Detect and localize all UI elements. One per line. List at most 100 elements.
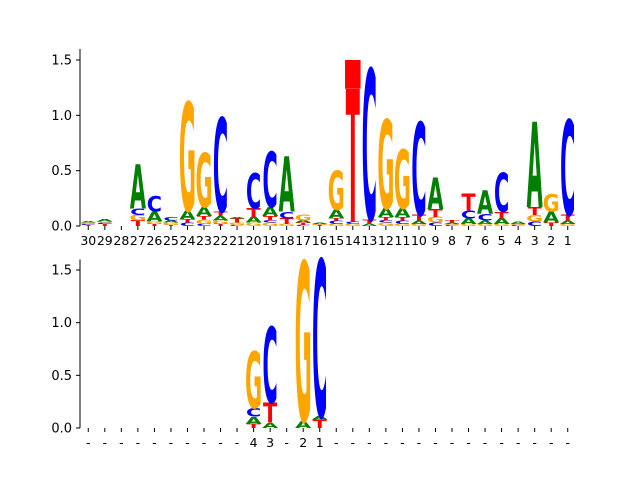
logo-letter-A: A — [146, 210, 163, 226]
x-tick-label: 15 — [328, 233, 344, 248]
logo-letter-G: G — [295, 219, 312, 472]
logo-letter-C: C — [296, 225, 311, 227]
y-tick-label: 1.5 — [51, 54, 72, 69]
logo-letter-A: A — [510, 221, 527, 224]
logo-letter-T: T — [263, 215, 278, 222]
logo-letter-A: A — [229, 217, 246, 219]
logo-letter-A: A — [246, 215, 263, 224]
x-tick-label: - — [152, 435, 157, 450]
logo-letter-T: T — [544, 222, 559, 227]
x-tick-label: 16 — [312, 233, 328, 248]
x-tick-label: - — [384, 435, 389, 450]
logo-letter-A: A — [163, 220, 180, 223]
logo-letter-G: G — [328, 161, 345, 223]
logo-letter-C: C — [461, 209, 476, 221]
logo-letter-C: C — [263, 306, 278, 428]
logo-letter-G: G — [510, 224, 527, 226]
logo-letter-C: C — [560, 95, 575, 247]
logo-letter-A: A — [312, 222, 329, 224]
logo-letter-T: T — [280, 217, 295, 226]
y-tick-label: 1.0 — [51, 109, 72, 124]
x-tick-label: 13 — [361, 233, 377, 248]
logo-letter-G: G — [80, 222, 97, 224]
logo-letter-T: T — [561, 213, 576, 222]
logo-letter-G: G — [559, 223, 576, 226]
y-tick-label: 0.0 — [51, 422, 72, 437]
logo-letter-A: A — [411, 220, 428, 225]
y-tick-label: 1.0 — [51, 316, 72, 331]
logo-letter-T: T — [528, 205, 543, 217]
logo-letter-C: C — [428, 222, 443, 227]
logo-letter-C: C — [345, 221, 360, 224]
logo-letter-T: T — [395, 216, 410, 221]
x-tick-label: 14 — [345, 233, 361, 248]
x-tick-label: 24 — [180, 233, 196, 248]
logo-letter-T: T — [329, 218, 344, 221]
logo-letter-G: G — [394, 134, 411, 227]
x-tick-label: 2 — [547, 233, 555, 248]
x-tick-label: - — [86, 435, 91, 450]
logo-letter-G: G — [162, 222, 179, 225]
x-tick-label: - — [136, 435, 141, 450]
logo-letter-T: T — [197, 215, 212, 220]
logo-letter-C: C — [494, 163, 509, 225]
x-tick-label: 26 — [146, 233, 162, 248]
logo-letter-T: T — [247, 423, 262, 430]
x-tick-label: 4 — [250, 435, 258, 450]
logo-letter-A: A — [196, 205, 213, 219]
logo-letter-G: G — [146, 221, 163, 224]
logo-letter-A: A — [394, 206, 411, 220]
logo-letter-A: A — [262, 422, 278, 430]
logo-block-T — [345, 60, 361, 89]
x-tick-label: 23 — [196, 233, 212, 248]
logo-letter-A: A — [312, 416, 329, 421]
x-tick-label: - — [417, 435, 422, 450]
logo-letter-A: A — [477, 185, 493, 222]
logo-letter-C: C — [263, 220, 278, 223]
logo-letter-G: G — [543, 190, 560, 218]
logo-letter-A: A — [378, 206, 395, 220]
logo-letter-C: C — [163, 216, 178, 221]
logo-letter-G: G — [443, 224, 460, 226]
logo-letter-C: C — [246, 163, 261, 220]
logo-letter-A: A — [130, 152, 146, 223]
logo-letter-T: T — [495, 210, 509, 221]
x-tick-label: 18 — [279, 233, 295, 248]
logo-letter-C: C — [263, 138, 278, 227]
logo-letter-C: C — [329, 220, 344, 225]
logo-letter-C: C — [147, 192, 162, 216]
logo-letter-G: G — [195, 138, 212, 225]
logo-letter-G: G — [245, 222, 262, 227]
logo-letter-T: T — [98, 223, 113, 226]
logo-letter-T: T — [313, 225, 327, 227]
logo-letter-A: A — [427, 170, 443, 221]
logo-letter-C: C — [527, 220, 542, 227]
logo-letter-T: T — [81, 225, 95, 227]
x-tick-label: 20 — [246, 233, 262, 248]
logo-letter-G: G — [344, 223, 361, 226]
logo-letter-T: T — [263, 397, 278, 430]
logo-letter-T: T — [147, 223, 162, 226]
x-tick-label: 30 — [80, 233, 96, 248]
x-tick-label: 3 — [531, 233, 539, 248]
logo-letter-G: G — [229, 222, 246, 225]
x-tick-label: - — [433, 435, 438, 450]
logo-letter-C: C — [362, 28, 377, 269]
logo-letter-C: C — [444, 225, 459, 227]
logo-letter-G: G — [262, 222, 279, 227]
y-tick-label: 0.5 — [51, 369, 72, 384]
x-tick-label: - — [549, 435, 554, 450]
logo-letter-A: A — [97, 219, 114, 222]
logo-letter-C: C — [312, 218, 327, 469]
x-tick-label: - — [284, 435, 289, 450]
logo-letter-T: T — [131, 219, 146, 228]
logo-letter-C: C — [477, 212, 492, 223]
x-tick-label: 8 — [448, 233, 456, 248]
logo-letter-T: T — [180, 218, 195, 223]
logo-letter-C: C — [229, 225, 244, 227]
logo-letter-C: C — [196, 223, 211, 226]
x-tick-label: - — [532, 435, 537, 450]
logo-letter-G: G — [526, 213, 543, 224]
x-tick-label: - — [516, 435, 521, 450]
